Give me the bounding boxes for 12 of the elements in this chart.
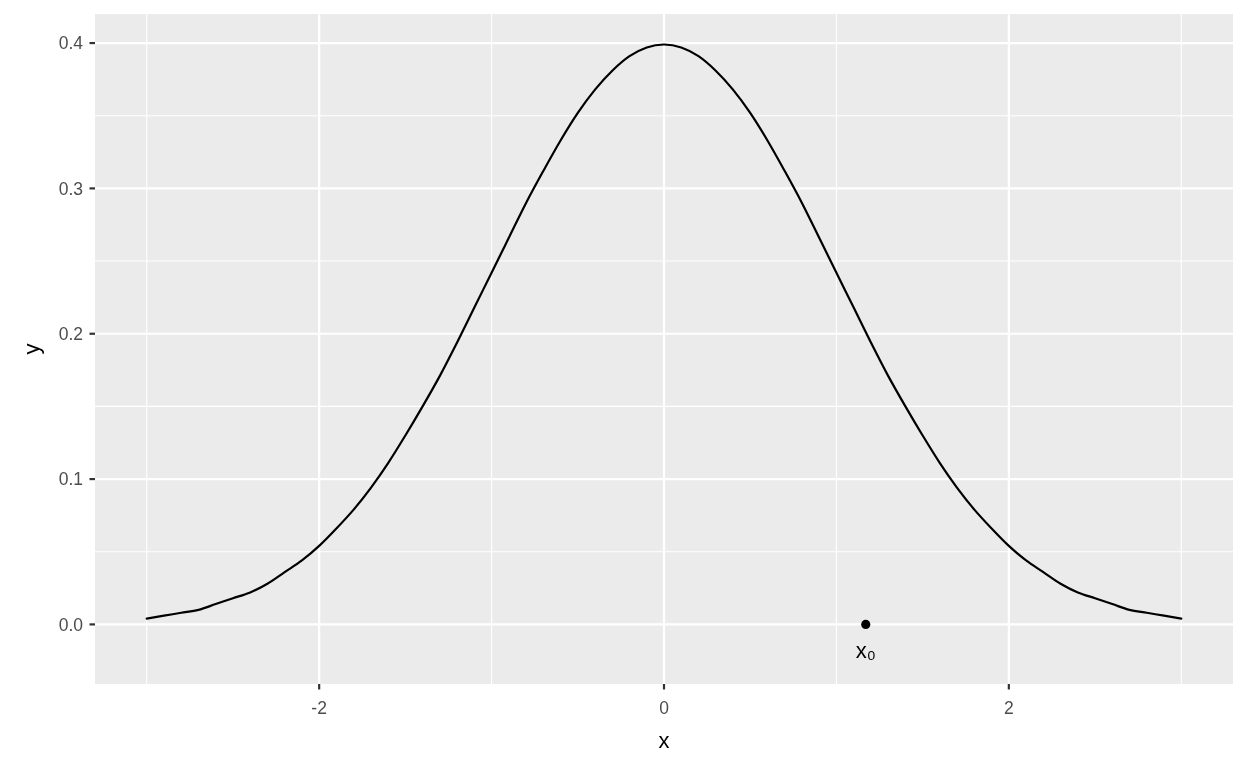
x-axis-title: x [658, 728, 670, 753]
y-tick-label: 0.3 [58, 178, 83, 199]
y-tick-label: 0.4 [58, 33, 84, 54]
line-series [145, 43, 1183, 620]
y-tick-label: 0.1 [58, 469, 83, 490]
x-tick-label: 0 [659, 698, 670, 718]
y-tick-label: 0.2 [58, 324, 83, 345]
y-tick-label: 0.0 [58, 614, 84, 635]
x-tick-label: 2 [1003, 698, 1014, 718]
y-axis-title: y [19, 343, 44, 355]
x-tick-label: -2 [311, 698, 327, 718]
annotation: x₀ [855, 638, 876, 664]
